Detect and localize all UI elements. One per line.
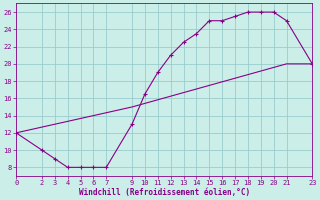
X-axis label: Windchill (Refroidissement éolien,°C): Windchill (Refroidissement éolien,°C): [79, 188, 250, 197]
